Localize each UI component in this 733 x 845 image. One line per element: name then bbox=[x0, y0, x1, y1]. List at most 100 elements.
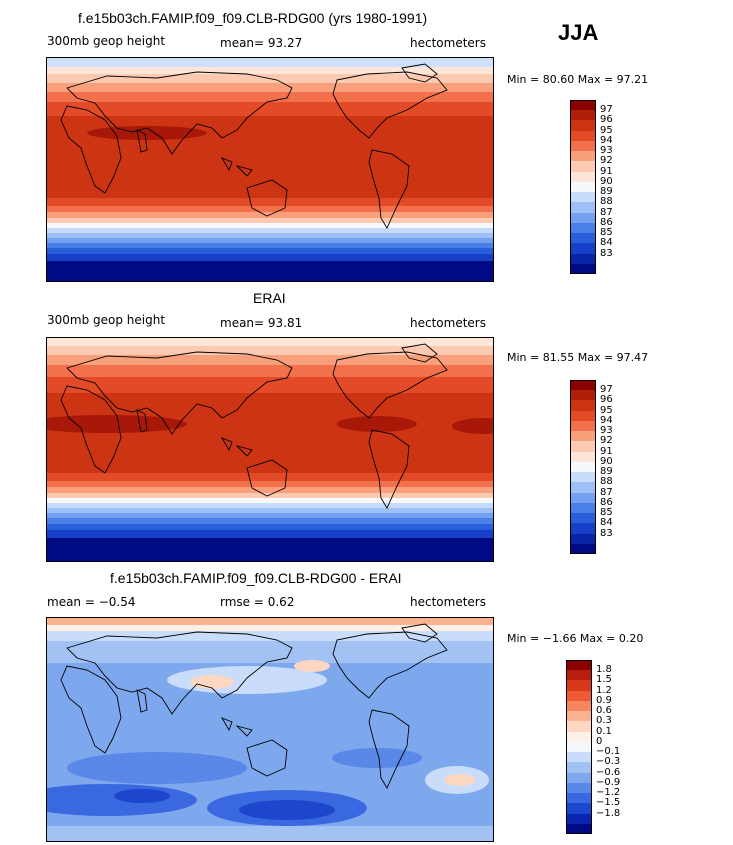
colorbar-swatch bbox=[566, 782, 592, 794]
panel2-title: ERAI bbox=[253, 290, 286, 306]
colorbar-swatch bbox=[566, 772, 592, 784]
panel2-mean-label: mean= 93.81 bbox=[220, 316, 303, 330]
colorbar-swatch bbox=[566, 813, 592, 825]
colorbar-swatch bbox=[570, 482, 596, 494]
colorbar-swatch bbox=[570, 543, 596, 555]
panel3-rmse-label: rmse = 0.62 bbox=[220, 595, 295, 609]
panel3-map bbox=[46, 617, 494, 842]
colorbar-swatch bbox=[570, 513, 596, 524]
colorbar-swatch bbox=[570, 400, 596, 412]
colorbar-swatch bbox=[570, 263, 596, 275]
colorbar-swatch bbox=[566, 793, 592, 804]
colorbar-swatch bbox=[570, 243, 596, 255]
colorbar-swatch bbox=[570, 461, 596, 473]
colorbar-label: 87 bbox=[600, 486, 613, 498]
colorbar-label: 91 bbox=[600, 165, 613, 177]
colorbar-swatch bbox=[566, 660, 592, 671]
colorbar-swatch bbox=[570, 110, 596, 121]
colorbar-label: 94 bbox=[600, 414, 613, 426]
panel2-map bbox=[46, 337, 494, 562]
season-label: JJA bbox=[558, 20, 599, 45]
colorbar-swatch bbox=[570, 100, 596, 111]
panel2-variable-label: 300mb geop height bbox=[47, 313, 166, 327]
panel1-map bbox=[46, 57, 494, 282]
colorbar-label: 92 bbox=[600, 435, 613, 447]
colorbar-swatch bbox=[566, 690, 592, 702]
panel3-title: f.e15b03ch.FAMIP.f09_f09.CLB-RDG00 - ERA… bbox=[110, 570, 402, 586]
panel2-minmax-label: Min = 81.55 Max = 97.47 bbox=[507, 351, 649, 364]
colorbar-swatch bbox=[570, 120, 596, 132]
colorbar-swatch bbox=[570, 502, 596, 514]
colorbar-label: 85 bbox=[600, 227, 613, 239]
colorbar-swatch bbox=[566, 803, 592, 815]
colorbar-swatch bbox=[570, 161, 596, 173]
colorbar-label: 1.8 bbox=[596, 664, 612, 676]
colorbar-swatch bbox=[570, 140, 596, 152]
panel1-title: f.e15b03ch.FAMIP.f09_f09.CLB-RDG00 (yrs … bbox=[78, 10, 428, 26]
colorbar-label: 97 bbox=[600, 384, 613, 396]
colorbar-swatch bbox=[570, 410, 596, 422]
colorbar-swatch bbox=[570, 390, 596, 401]
colorbar-swatch bbox=[570, 151, 596, 162]
colorbar-swatch bbox=[570, 171, 596, 183]
colorbar-swatch bbox=[566, 711, 592, 722]
panel1-mean-label: mean= 93.27 bbox=[220, 36, 303, 50]
colorbar-label: 0.6 bbox=[596, 705, 612, 717]
colorbar-label: 86 bbox=[600, 496, 613, 508]
colorbar-swatch bbox=[566, 680, 592, 692]
colorbar-swatch bbox=[566, 741, 592, 753]
colorbar-label: 85 bbox=[600, 507, 613, 519]
colorbar-label: 96 bbox=[600, 114, 613, 126]
panel1-minmax-label: Min = 80.60 Max = 97.21 bbox=[507, 73, 649, 86]
colorbar-label: 88 bbox=[600, 196, 613, 208]
colorbar-label: 87 bbox=[600, 206, 613, 218]
colorbar-label: 88 bbox=[600, 476, 613, 488]
colorbar-label: 0.9 bbox=[596, 694, 612, 706]
panel3-units-label: hectometers bbox=[410, 595, 486, 609]
colorbar-swatch bbox=[570, 451, 596, 463]
panel3-minmax-label: Min = −1.66 Max = 0.20 bbox=[507, 632, 644, 645]
panel2-units-label: hectometers bbox=[410, 316, 486, 330]
colorbar-swatch bbox=[570, 222, 596, 234]
colorbar-swatch bbox=[566, 670, 592, 681]
colorbar-label: 96 bbox=[600, 394, 613, 406]
colorbar-label: −0.9 bbox=[596, 776, 621, 788]
colorbar-swatch bbox=[570, 380, 596, 391]
colorbar-swatch bbox=[570, 441, 596, 453]
colorbar-swatch bbox=[566, 752, 592, 763]
panel3-mean-label: mean = −0.54 bbox=[47, 595, 136, 609]
colorbar-label: −0.1 bbox=[596, 746, 621, 758]
colorbar-label: 86 bbox=[600, 216, 613, 228]
colorbar-swatch bbox=[570, 472, 596, 483]
colorbar-swatch bbox=[570, 130, 596, 142]
panel1-variable-label: 300mb geop height bbox=[47, 34, 166, 48]
colorbar-label: 95 bbox=[600, 124, 613, 136]
colorbar-label: −0.3 bbox=[596, 756, 621, 768]
colorbar-label: 83 bbox=[600, 527, 613, 539]
colorbar-swatch bbox=[566, 762, 592, 774]
colorbar-label: 90 bbox=[600, 175, 613, 187]
colorbar-swatch bbox=[570, 533, 596, 545]
colorbar-swatch bbox=[570, 492, 596, 504]
colorbar-label: 89 bbox=[600, 466, 613, 478]
colorbar-label: 97 bbox=[600, 104, 613, 116]
colorbar-swatch bbox=[570, 181, 596, 193]
colorbar-label: 1.5 bbox=[596, 674, 612, 686]
colorbar-label: 84 bbox=[600, 237, 613, 249]
colorbar-label: 0.1 bbox=[596, 725, 612, 737]
colorbar-swatch bbox=[570, 202, 596, 214]
colorbar-swatch bbox=[570, 431, 596, 442]
colorbar-swatch bbox=[570, 212, 596, 224]
colorbar-label: −1.2 bbox=[596, 787, 621, 799]
colorbar-label: 84 bbox=[600, 517, 613, 529]
colorbar-label: 83 bbox=[600, 247, 613, 259]
colorbar-swatch bbox=[570, 192, 596, 203]
colorbar-swatch bbox=[570, 253, 596, 265]
colorbar-swatch bbox=[570, 233, 596, 244]
colorbar-label: −0.6 bbox=[596, 766, 621, 778]
colorbar-label: 89 bbox=[600, 186, 613, 198]
colorbar-swatch bbox=[566, 823, 592, 835]
colorbar-swatch bbox=[570, 420, 596, 432]
colorbar-label: 0.3 bbox=[596, 715, 612, 727]
colorbar-label: −1.5 bbox=[596, 797, 621, 809]
